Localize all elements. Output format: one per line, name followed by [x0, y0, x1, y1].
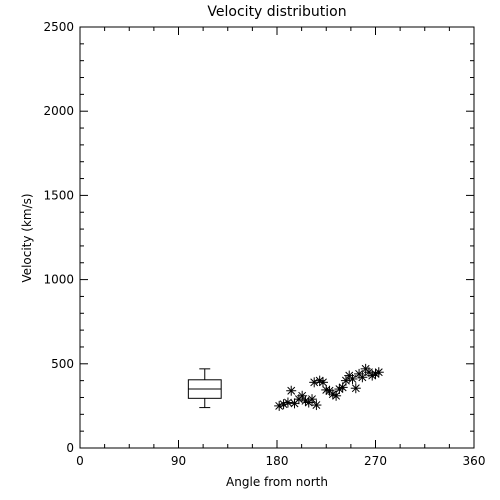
scatter-points [274, 363, 384, 411]
x-tick-label: 90 [171, 454, 186, 468]
scatter-point [286, 385, 297, 396]
plot-frame [79, 26, 475, 449]
boxplot [187, 368, 222, 409]
y-tick-label: 0 [66, 441, 74, 455]
scatter-point [373, 367, 384, 378]
scatter-point [311, 400, 322, 411]
scatter-point [347, 373, 358, 384]
tick-labels: 0 90 180 270 360 0 500 1000 1500 2000 2500 [43, 20, 485, 468]
y-tick-label: 500 [51, 357, 74, 371]
x-tick-label: 270 [364, 454, 387, 468]
scatter-point [357, 372, 368, 383]
scatter-point [317, 377, 328, 388]
scatter-point [282, 397, 293, 408]
y-tick-label: 2500 [43, 20, 74, 34]
scatter-point [350, 383, 361, 394]
scatter-point [278, 399, 289, 410]
x-axis-label: Angle from north [226, 475, 328, 489]
x-tick-label: 360 [463, 454, 486, 468]
y-axis-label: Velocity (km/s) [20, 193, 34, 282]
x-tick-label: 0 [76, 454, 84, 468]
scatter-point [297, 390, 308, 401]
major-ticks [79, 26, 475, 449]
scatter-point [340, 375, 351, 386]
minor-ticks [80, 27, 474, 448]
y-tick-label: 1000 [43, 273, 74, 287]
y-tick-label: 1500 [43, 188, 74, 202]
y-tick-label: 2000 [43, 104, 74, 118]
scatter-point [307, 394, 318, 405]
scatter-point [337, 382, 348, 393]
x-tick-label: 180 [266, 454, 289, 468]
chart-title: Velocity distribution [207, 4, 346, 20]
scatter-point [274, 400, 285, 411]
